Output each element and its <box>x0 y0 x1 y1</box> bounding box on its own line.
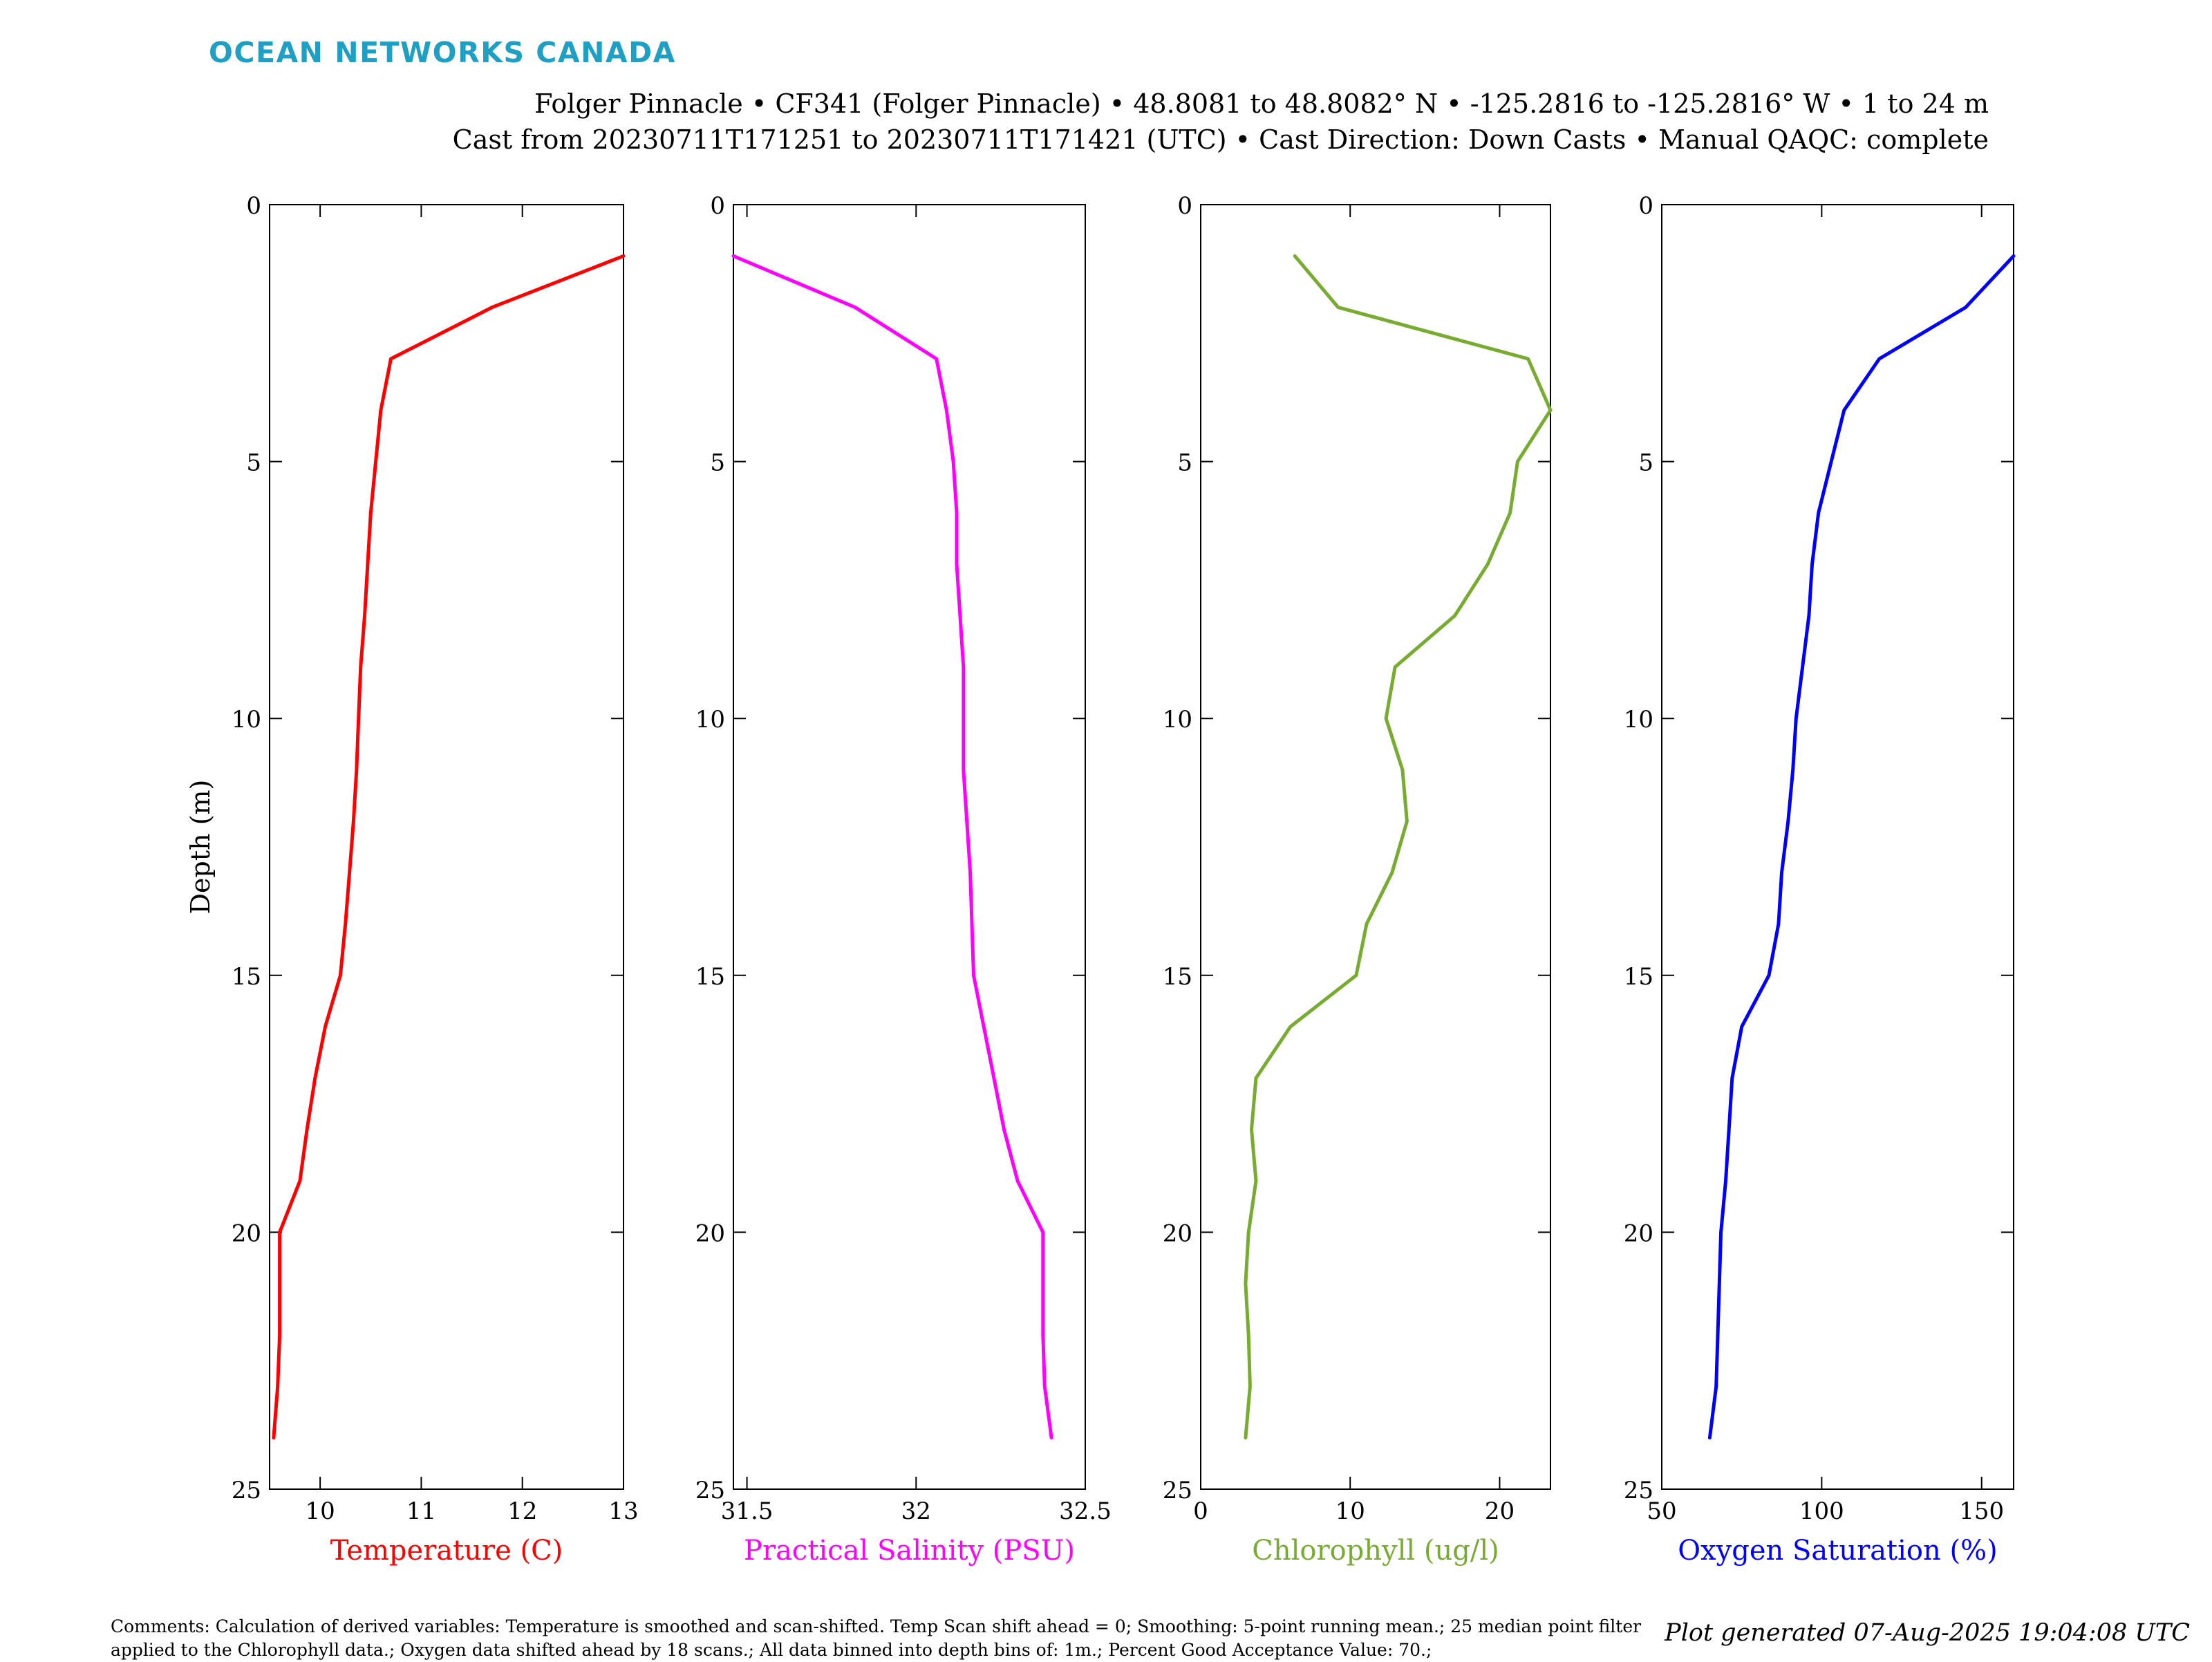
y-tick-label: 25 <box>232 1477 261 1504</box>
x-tick-label: 32.5 <box>1059 1497 1112 1525</box>
y-tick-label: 0 <box>1177 192 1192 220</box>
y-tick-label: 0 <box>246 192 261 220</box>
y-tick-label: 15 <box>695 963 725 991</box>
x-axis-label: Practical Salinity (PSU) <box>744 1535 1075 1567</box>
series-line <box>272 254 626 1440</box>
y-tick-label: 20 <box>232 1220 261 1247</box>
x-tick-label: 50 <box>1647 1497 1676 1525</box>
y-tick-label: 5 <box>1638 449 1653 477</box>
y-tick-label: 0 <box>710 192 725 220</box>
x-tick-label: 100 <box>1799 1497 1844 1525</box>
plot-frame <box>1661 204 2014 1490</box>
y-tick-label: 15 <box>1624 963 1653 991</box>
y-tick-label: 10 <box>1624 706 1653 734</box>
header-line-2: Cast from 20230711T171251 to 20230711T17… <box>452 124 1989 155</box>
x-tick-label: 20 <box>1485 1497 1515 1525</box>
plot-frame <box>733 204 1086 1490</box>
y-tick-label: 25 <box>695 1477 725 1504</box>
y-tick-label: 10 <box>232 706 261 734</box>
x-tick-label: 13 <box>608 1497 638 1525</box>
x-tick-label: 0 <box>1193 1497 1208 1525</box>
y-tick-label: 15 <box>1163 963 1192 991</box>
y-axis-label: Depth (m) <box>185 780 216 915</box>
y-tick-label: 20 <box>1624 1220 1653 1247</box>
x-tick-label: 10 <box>1335 1497 1365 1525</box>
series-line <box>1707 254 2016 1440</box>
x-tick-label: 31.5 <box>721 1497 774 1525</box>
x-tick-label: 150 <box>1959 1497 2004 1525</box>
y-tick-label: 20 <box>1163 1220 1192 1247</box>
y-tick-label: 5 <box>246 449 261 477</box>
x-axis-label: Oxygen Saturation (%) <box>1678 1535 1997 1567</box>
series-line <box>731 254 1053 1440</box>
y-tick-label: 10 <box>695 706 725 734</box>
x-tick-label: 10 <box>306 1497 335 1525</box>
y-tick-label: 5 <box>710 449 725 477</box>
y-tick-label: 5 <box>1177 449 1192 477</box>
x-tick-label: 12 <box>507 1497 537 1525</box>
y-tick-label: 25 <box>1163 1477 1192 1504</box>
plot-generated-timestamp: Plot generated 07-Aug-2025 19:04:08 UTC <box>1665 1619 2190 1647</box>
x-tick-label: 32 <box>901 1497 931 1525</box>
x-axis-label: Chlorophyll (ug/l) <box>1252 1535 1499 1567</box>
x-axis-label: Temperature (C) <box>330 1535 563 1567</box>
ocean-networks-canada-logo: OCEAN NETWORKS CANADA <box>209 36 676 69</box>
y-tick-label: 10 <box>1163 706 1192 734</box>
plot-frame <box>269 204 624 1490</box>
header-line-1: Folger Pinnacle • CF341 (Folger Pinnacle… <box>534 88 1989 119</box>
y-tick-label: 20 <box>695 1220 725 1247</box>
series-line <box>1244 254 1553 1440</box>
chart-panel-1: 0 5 10 15 20 25 10 11 12 13 Temperature (C) Depth (… <box>185 192 639 1567</box>
y-tick-label: 0 <box>1638 192 1653 220</box>
comments-text: Comments: Calculation of derived variabl… <box>111 1616 1642 1660</box>
plot-frame <box>1200 204 1551 1490</box>
x-tick-label: 11 <box>406 1497 436 1525</box>
y-tick-label: 15 <box>232 963 261 991</box>
y-tick-label: 25 <box>1624 1477 1653 1504</box>
